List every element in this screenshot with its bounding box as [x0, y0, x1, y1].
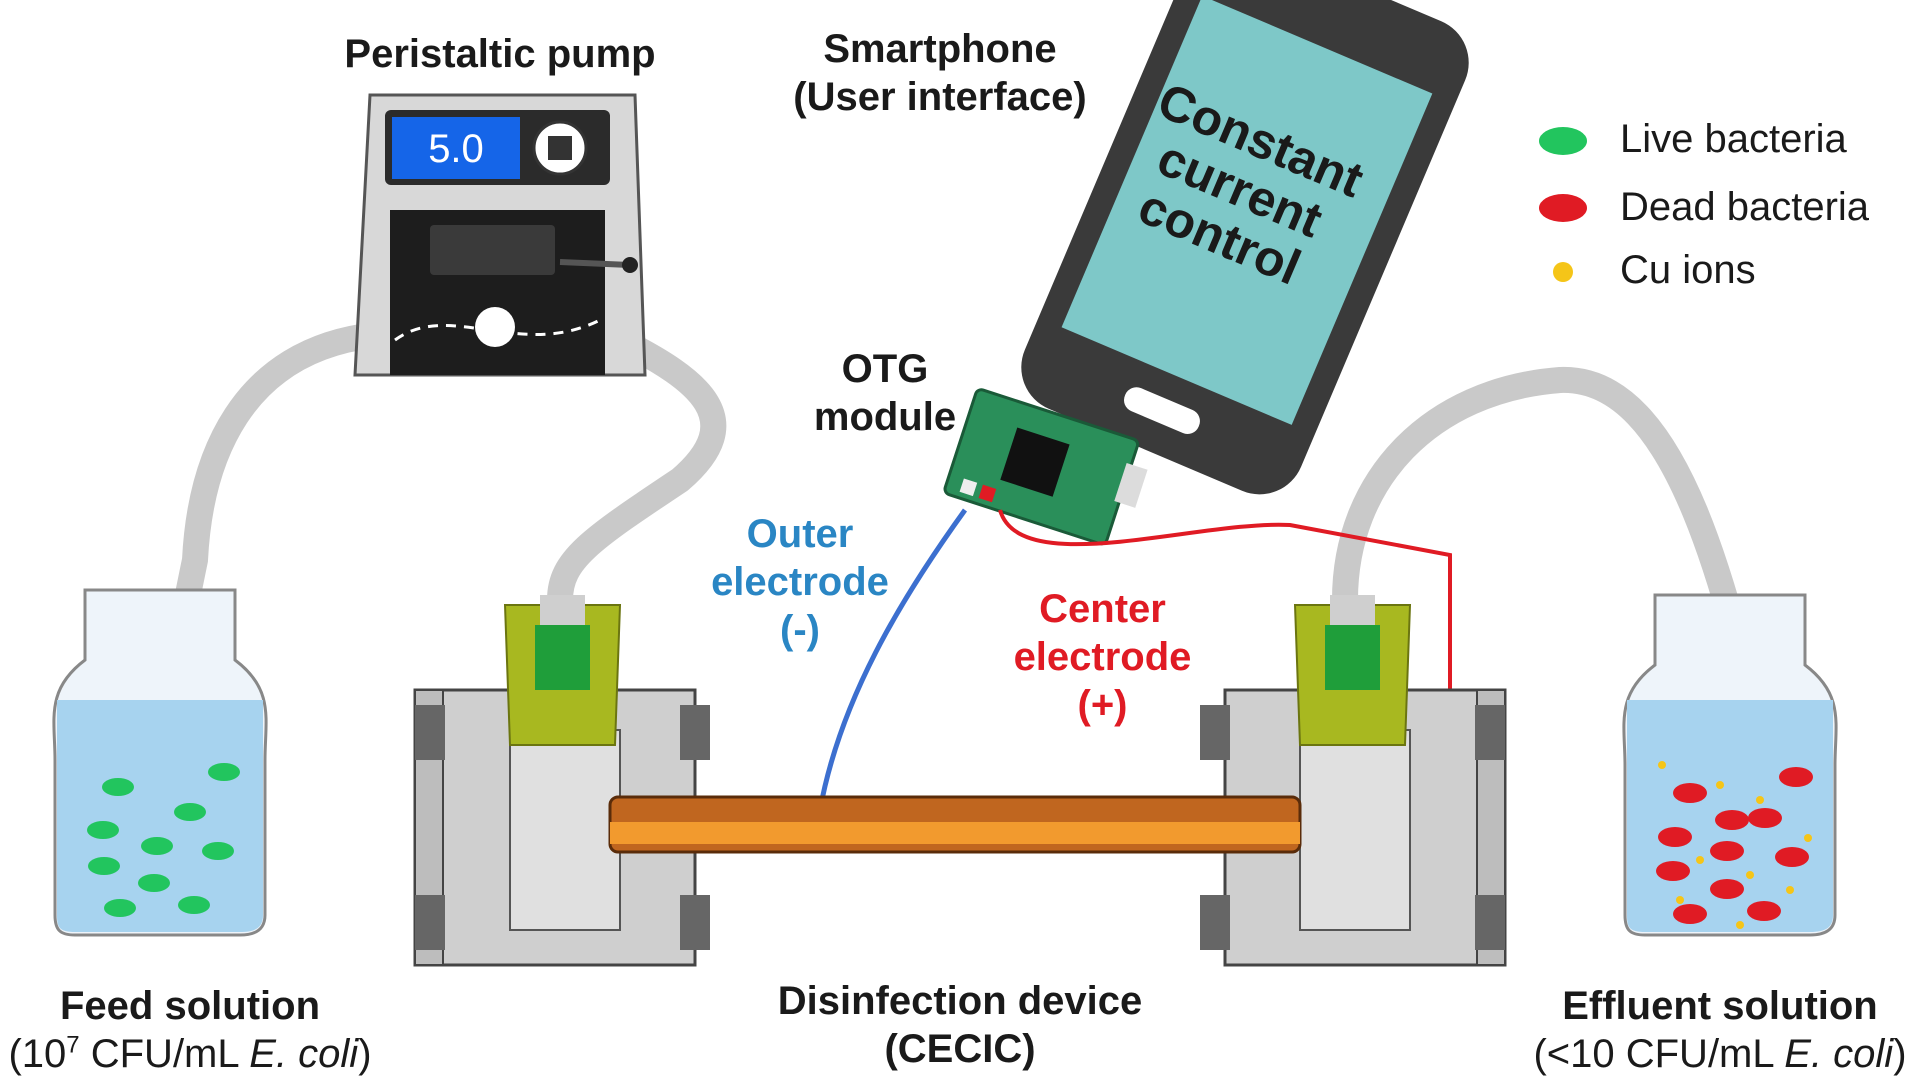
outer-electrode-wire	[817, 508, 968, 811]
otg-label-line1: OTG	[841, 347, 929, 391]
otg-label: OTG module	[780, 345, 990, 441]
live-bacteria-cluster	[87, 763, 240, 917]
legend-live-marker	[1539, 127, 1587, 155]
legend-live-label: Live bacteria	[1620, 117, 1847, 161]
center-electrode-line3: (+)	[1077, 683, 1128, 727]
legend-cu-label: Cu ions	[1620, 248, 1756, 292]
center-electrode-line1: Center	[1039, 587, 1166, 631]
feed-solution-title: Feed solution	[60, 984, 320, 1028]
smartphone-title-line2: (User interface)	[793, 75, 1087, 119]
pump-display-value: 5.0	[428, 127, 484, 171]
feed-solution-concentration: (107 CFU/mL E. coli)	[8, 1031, 372, 1076]
outer-electrode-line1: Outer	[746, 512, 854, 556]
cu-ions-cluster	[1658, 761, 1812, 929]
effluent-solution-title: Effluent solution	[1562, 984, 1878, 1028]
dead-bacteria-cluster	[1656, 767, 1813, 924]
effluent-solution-concentration: (<10 CFU/mL E. coli)	[1533, 1032, 1907, 1076]
smartphone-title: Smartphone (User interface)	[770, 25, 1110, 121]
center-electrode-wire	[460, 509, 1452, 827]
center-electrode-label: Center electrode (+)	[980, 585, 1225, 729]
pump-title: Peristaltic pump	[344, 32, 656, 76]
outer-electrode-line3: (-)	[780, 608, 820, 652]
outer-electrode-label: Outer electrode (-)	[685, 510, 915, 654]
device-title: Disinfection device	[777, 979, 1143, 1023]
legend-cu-marker	[1553, 262, 1573, 282]
feed-solution-caption: Feed solution (107 CFU/mL E. coli)	[0, 982, 380, 1078]
otg-module-board	[943, 388, 1148, 546]
peristaltic-pump	[353, 93, 647, 377]
effluent-solution-caption: Effluent solution (<10 CFU/mL E. coli)	[1520, 982, 1920, 1078]
otg-label-line2: module	[813, 395, 957, 439]
legend-dead-marker	[1539, 194, 1587, 222]
device-subtitle: (CECIC)	[884, 1027, 1036, 1071]
smartphone-title-line1: Smartphone	[823, 27, 1057, 71]
smartphone	[1021, 0, 1469, 495]
outer-electrode-line2: electrode	[711, 560, 889, 604]
device-caption: Disinfection device (CECIC)	[740, 977, 1180, 1073]
legend-dead-label: Dead bacteria	[1620, 185, 1870, 229]
center-electrode-line2: electrode	[1013, 635, 1192, 679]
pump-display	[392, 117, 520, 179]
home-button	[1124, 387, 1200, 435]
disinfection-device	[413, 595, 1507, 967]
